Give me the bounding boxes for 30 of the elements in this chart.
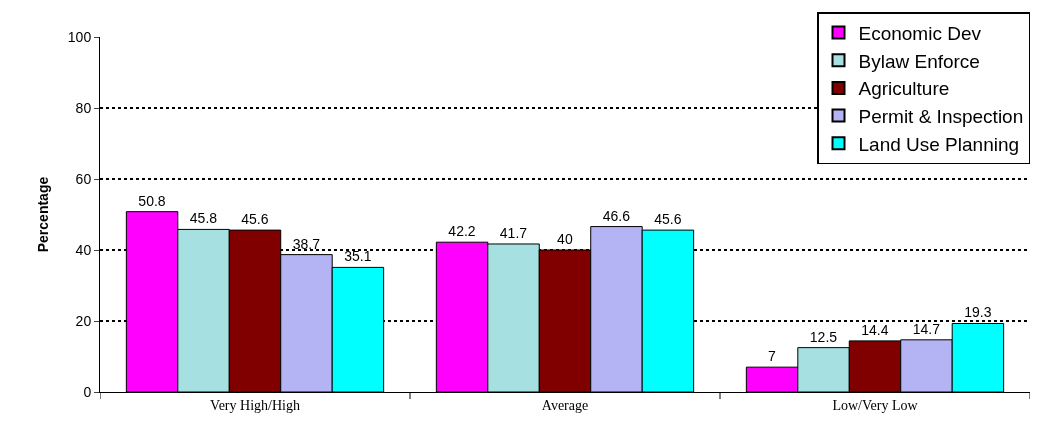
- y-tick-label: 100: [67, 28, 92, 45]
- data-label: 42.2: [448, 223, 476, 240]
- data-label: 50.8: [138, 192, 166, 209]
- data-label: 19.3: [964, 304, 992, 321]
- x-tick-label: Average: [541, 397, 589, 413]
- legend-label: Agriculture: [858, 78, 950, 100]
- legend-label: Permit & Inspection: [858, 106, 1024, 128]
- data-label: 35.1: [344, 248, 372, 265]
- y-tick-label: 0: [83, 383, 92, 400]
- data-label: 38.7: [292, 235, 321, 252]
- y-axis-title: Percentage: [35, 176, 52, 253]
- data-label: 40: [557, 231, 573, 247]
- data-label: 46.6: [602, 207, 631, 224]
- data-label: 41.7: [499, 224, 528, 241]
- data-label: 45.6: [241, 211, 269, 228]
- data-label: 45.8: [189, 210, 218, 227]
- data-label: 14.7: [912, 320, 941, 337]
- x-tick-label: Low/Very Low: [832, 397, 919, 413]
- data-label: 14.4: [861, 321, 889, 338]
- data-label: 45.6: [654, 211, 682, 228]
- y-tick-label: 80: [75, 99, 92, 116]
- data-label: 12.5: [809, 328, 838, 345]
- legend-label: Economic Dev: [858, 22, 982, 44]
- data-label: 7: [768, 348, 777, 365]
- y-tick-label: 40: [75, 241, 92, 258]
- y-tick-label: 60: [75, 170, 92, 187]
- x-tick-label: Very High/High: [210, 397, 300, 413]
- legend-label: Land Use Planning: [858, 133, 1020, 155]
- legend-label: Bylaw Enforce: [858, 50, 980, 72]
- y-tick-label: 20: [75, 312, 92, 329]
